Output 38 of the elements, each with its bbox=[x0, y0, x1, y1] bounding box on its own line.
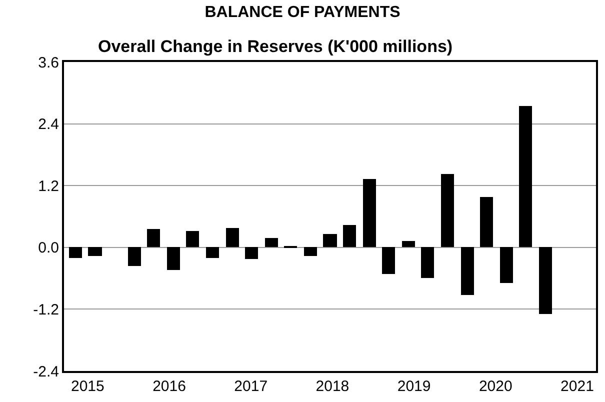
bar bbox=[539, 247, 552, 314]
chart-subtitle: Overall Change in Reserves (K'000 millions) bbox=[98, 37, 453, 56]
bar bbox=[421, 247, 434, 278]
bar bbox=[519, 106, 532, 247]
bar bbox=[206, 247, 219, 258]
y-tick-label: -2.4 bbox=[33, 363, 59, 380]
y-tick-label: 1.2 bbox=[38, 178, 59, 195]
bar bbox=[343, 225, 356, 247]
x-tick-label: 2019 bbox=[397, 378, 431, 395]
y-tick-label: 0.0 bbox=[38, 240, 59, 257]
bar bbox=[167, 247, 180, 270]
x-tick-label: 2018 bbox=[316, 378, 350, 395]
x-tick-label: 2020 bbox=[478, 378, 512, 395]
bar bbox=[147, 229, 160, 247]
bar bbox=[245, 247, 258, 259]
bar bbox=[265, 238, 278, 247]
bar bbox=[480, 197, 493, 247]
bar bbox=[461, 247, 474, 295]
bar bbox=[226, 228, 239, 247]
bar bbox=[304, 247, 317, 256]
y-tick-label: 3.6 bbox=[38, 54, 59, 72]
bar bbox=[500, 247, 513, 283]
y-tick-label: 2.4 bbox=[38, 116, 59, 134]
x-tick-label: 2017 bbox=[234, 378, 268, 395]
y-tick-label: -1.2 bbox=[33, 301, 59, 318]
bar bbox=[441, 174, 454, 247]
bar bbox=[69, 247, 82, 258]
bar bbox=[382, 247, 395, 274]
bar bbox=[88, 247, 102, 256]
x-tick-label: 2015 bbox=[70, 378, 104, 395]
x-tick-label: 2021 bbox=[560, 378, 594, 395]
bar bbox=[128, 247, 141, 266]
chart-title: BALANCE OF PAYMENTS bbox=[204, 4, 401, 22]
x-tick-label: 2016 bbox=[152, 378, 186, 395]
bar bbox=[186, 231, 199, 247]
bar bbox=[323, 234, 337, 247]
bar bbox=[363, 179, 376, 247]
bar bbox=[402, 241, 415, 247]
